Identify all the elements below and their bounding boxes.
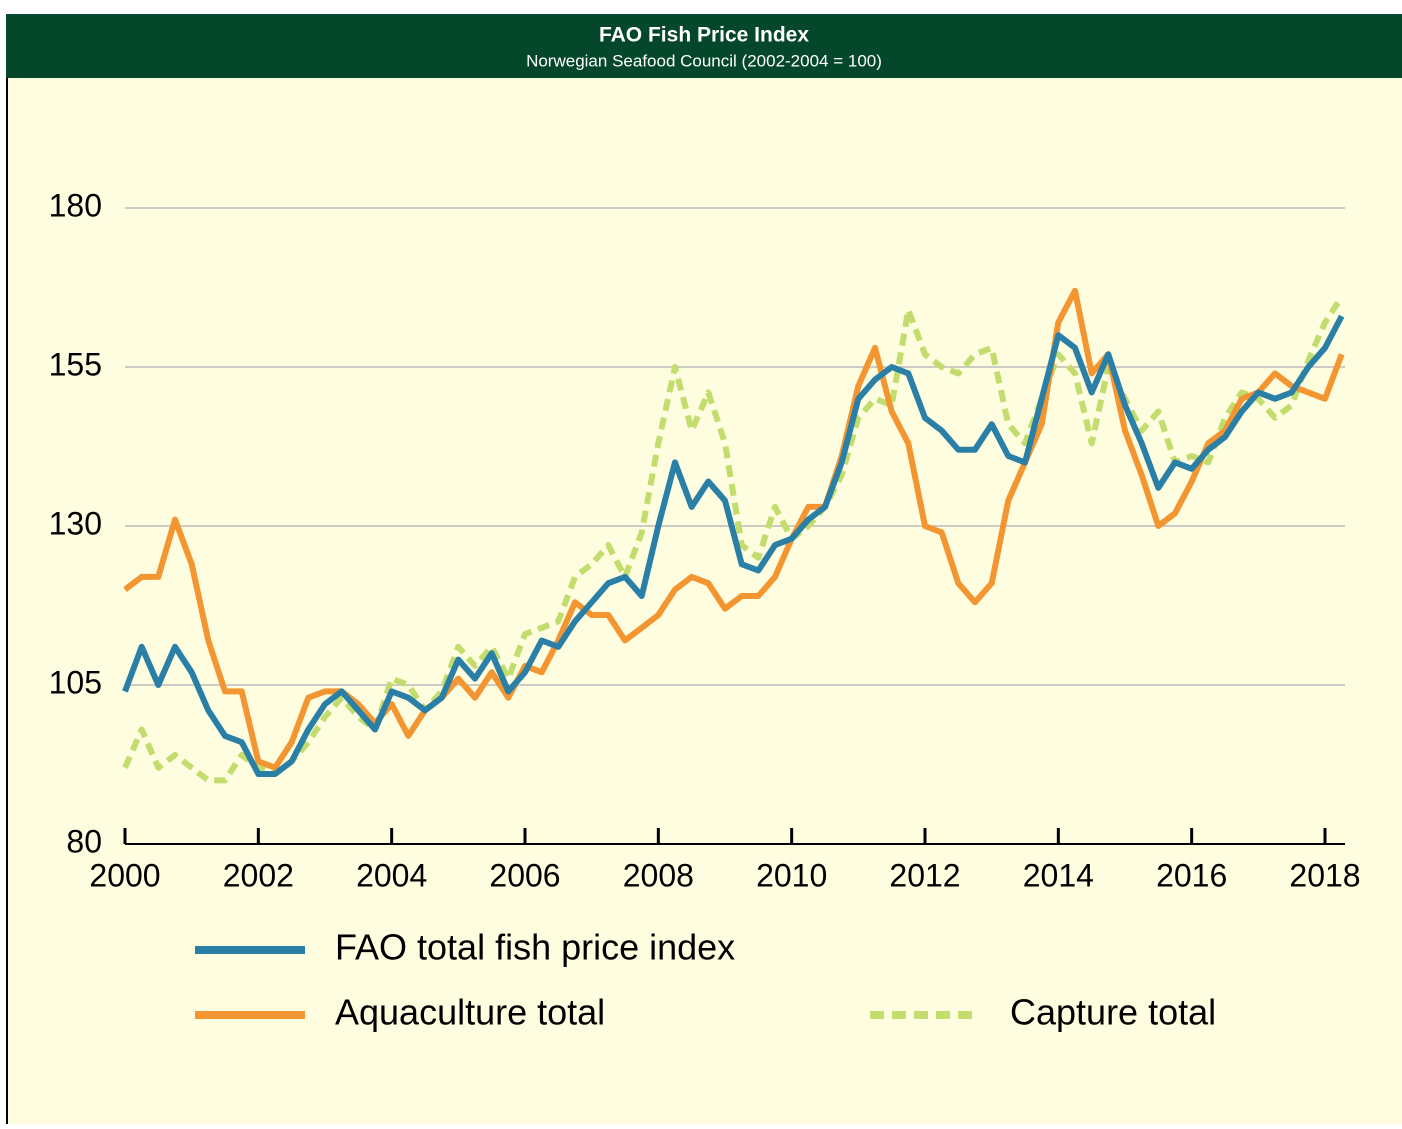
x-tick-label: 2018	[1289, 857, 1360, 893]
y-tick-label: 155	[49, 346, 102, 382]
x-tick-label: 2012	[889, 857, 960, 893]
series-line	[122, 295, 1345, 784]
x-tick-label: 2016	[1156, 857, 1227, 893]
x-tick-label: 2010	[756, 857, 827, 893]
series-line	[122, 314, 1345, 777]
y-tick-label: 105	[49, 664, 102, 700]
x-tick-label: 2004	[356, 857, 427, 893]
chart-title: FAO Fish Price Index	[599, 24, 809, 47]
legend-label: FAO total fish price index	[335, 927, 735, 968]
chart-subtitle: Norwegian Seafood Council (2002-2004 = 1…	[526, 51, 882, 70]
background	[6, 14, 1402, 1124]
x-tick-label: 2014	[1023, 857, 1094, 893]
y-tick-label: 130	[49, 505, 102, 541]
y-tick-label: 180	[49, 187, 102, 223]
legend-label: Aquaculture total	[335, 992, 605, 1033]
x-tick-label: 2008	[623, 857, 694, 893]
y-tick-label: 80	[66, 823, 102, 859]
header	[6, 14, 1402, 78]
series-line	[123, 287, 1345, 771]
x-tick-label: 2000	[89, 857, 160, 893]
legend-label: Capture total	[1010, 992, 1216, 1033]
x-tick-label: 2002	[223, 857, 294, 893]
x-tick-label: 2006	[489, 857, 560, 893]
